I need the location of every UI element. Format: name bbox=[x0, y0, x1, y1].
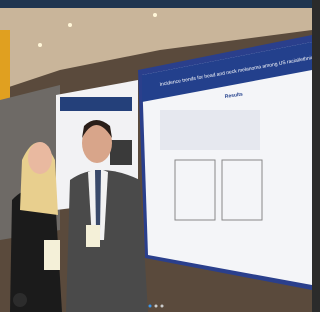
poster-image bbox=[110, 140, 132, 165]
carousel-dot[interactable] bbox=[149, 305, 152, 308]
face bbox=[28, 142, 52, 174]
top-strip bbox=[0, 0, 312, 8]
left-poster-header bbox=[60, 97, 132, 111]
carousel-dot[interactable] bbox=[155, 305, 158, 308]
ceiling-light bbox=[153, 13, 157, 17]
profile-icon[interactable] bbox=[13, 293, 27, 307]
carousel-dot[interactable] bbox=[161, 305, 164, 308]
ceiling-light bbox=[38, 43, 42, 47]
page: Incidence trends for head and neck melan… bbox=[0, 0, 312, 312]
suit bbox=[66, 170, 148, 312]
results-table bbox=[160, 110, 260, 150]
badge bbox=[86, 225, 100, 247]
badge bbox=[44, 240, 60, 270]
ceiling-light bbox=[68, 23, 72, 27]
photo: Incidence trends for head and neck melan… bbox=[0, 0, 312, 312]
tie bbox=[95, 170, 101, 230]
